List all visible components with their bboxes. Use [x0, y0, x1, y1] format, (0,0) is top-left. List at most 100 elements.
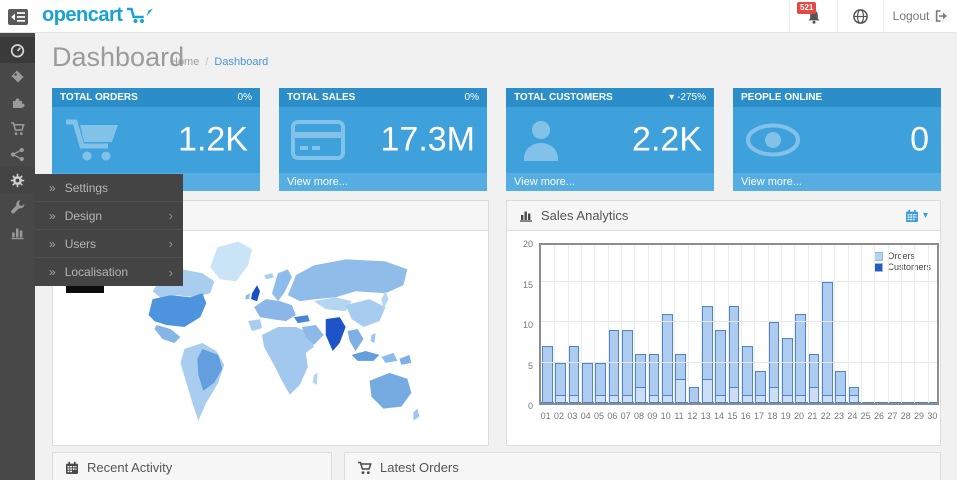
top-header: opencart 521 Logout [0, 0, 957, 33]
tile-value: 17.3M [380, 120, 476, 159]
orders-bar [622, 330, 633, 403]
sidebar-item-extensions[interactable] [0, 89, 35, 115]
tag-icon [10, 69, 25, 84]
latest-orders-panel: Latest Orders [344, 452, 941, 480]
tile-value: 2.2K [632, 120, 702, 159]
customers-bar [595, 394, 607, 403]
tile-value: 1.2K [178, 120, 248, 159]
tile-title: PEOPLE ONLINE [741, 92, 823, 103]
cart-icon [64, 117, 122, 163]
country-uk [251, 285, 261, 302]
legend-customers-label: Customers [887, 262, 931, 272]
breadcrumb: Home / Dashboard [170, 56, 268, 68]
submenu-item-users[interactable]: » Users › [35, 230, 183, 258]
sales-analytics-header: Sales Analytics ▾ [507, 201, 940, 231]
orders-bar [782, 338, 793, 403]
orders-bar [542, 346, 553, 403]
person-icon [518, 117, 564, 163]
customers-bar [702, 378, 713, 403]
logout-icon [934, 9, 948, 23]
breadcrumb-home[interactable]: Home [170, 56, 200, 68]
tile-value: 0 [910, 120, 929, 159]
chevron-right-icon: › [168, 264, 173, 280]
system-submenu: » Settings » Design › » Users › » Locali… [35, 174, 183, 286]
country-brazil [197, 348, 223, 391]
customers-bar [555, 394, 567, 403]
orders-bar [688, 386, 700, 403]
customers-bar [782, 394, 793, 403]
logo-text: opencart [42, 4, 123, 26]
submenu-item-settings[interactable]: » Settings [35, 174, 183, 202]
tile-total-sales: TOTAL SALES 0% 17.3M View more... [279, 88, 487, 191]
eye-icon [745, 122, 801, 158]
customers-bar [608, 394, 620, 403]
logout-button[interactable]: Logout [883, 0, 957, 32]
customers-bar [835, 394, 847, 403]
tile-percent: 0% [464, 92, 479, 103]
sidebar-item-marketing[interactable] [0, 141, 35, 167]
recent-activity-panel: Recent Activity [52, 452, 332, 480]
sidebar-nav [0, 33, 35, 480]
calendar-icon [65, 461, 79, 475]
tile-percent: 0% [237, 92, 252, 103]
orders-bar [715, 330, 727, 403]
tile-total-orders: TOTAL ORDERS 0% 1.2K View more... [52, 88, 260, 191]
submenu-item-design[interactable]: » Design › [35, 202, 183, 230]
share-icon [10, 147, 25, 162]
caret-down-icon: ▾ [922, 210, 928, 221]
language-button[interactable] [837, 0, 883, 32]
legend-customers-swatch [874, 262, 884, 272]
submenu-item-localisation[interactable]: » Localisation › [35, 258, 183, 286]
customers-bar [755, 394, 767, 403]
double-chevron-icon: » [49, 180, 56, 195]
page-title: Dashboard [52, 42, 185, 72]
notification-badge: 521 [797, 2, 817, 14]
submenu-label: Users [64, 236, 97, 251]
tile-percent: -275% [677, 92, 706, 103]
sidebar-item-catalog[interactable] [0, 63, 35, 89]
logout-label: Logout [892, 9, 930, 23]
opencart-logo[interactable]: opencart [42, 4, 154, 27]
customers-bar [822, 394, 833, 403]
orders-bar [582, 362, 593, 403]
submenu-artifact [66, 286, 104, 293]
breadcrumb-current[interactable]: Dashboard [214, 56, 269, 68]
cart-icon [10, 121, 25, 136]
sidebar-item-tools[interactable] [0, 193, 35, 219]
menu-icon [8, 8, 28, 25]
tile-total-customers: TOTAL CUSTOMERS ▾ -275% 2.2K View more... [506, 88, 714, 191]
submenu-label: Localisation [64, 265, 129, 279]
country-india [325, 317, 346, 351]
sidebar-toggle-button[interactable] [0, 0, 36, 33]
view-more-link[interactable]: View more... [506, 173, 714, 191]
calendar-icon [905, 209, 919, 223]
customers-bar [648, 394, 660, 403]
logo-cart-icon [126, 7, 154, 24]
globe-icon [852, 8, 869, 25]
view-more-link[interactable]: View more... [279, 173, 487, 191]
dashboard-icon [10, 43, 25, 58]
customers-bar [568, 394, 580, 403]
orders-bar [795, 313, 807, 403]
customers-bar [795, 394, 807, 403]
notifications-button[interactable]: 521 [789, 0, 837, 32]
sidebar-item-dashboard[interactable] [0, 37, 35, 63]
sidebar-item-sales[interactable] [0, 115, 35, 141]
customers-bar [848, 394, 860, 403]
sidebar-item-reports[interactable] [0, 219, 35, 245]
tile-title: TOTAL ORDERS [60, 92, 138, 103]
double-chevron-icon: » [49, 236, 56, 251]
tile-title: TOTAL CUSTOMERS [514, 92, 613, 103]
chart-range-dropdown[interactable]: ▾ [905, 209, 928, 223]
submenu-label: Design [64, 208, 103, 223]
sidebar-item-system[interactable] [0, 167, 35, 193]
extension-icon [10, 95, 25, 110]
view-more-link[interactable]: View more... [733, 173, 941, 191]
tile-title: TOTAL SALES [287, 92, 356, 103]
recent-activity-header: Recent Activity [53, 453, 331, 480]
panel-title: Recent Activity [87, 460, 173, 475]
country-australia [369, 372, 412, 409]
orders-bar [662, 313, 673, 403]
